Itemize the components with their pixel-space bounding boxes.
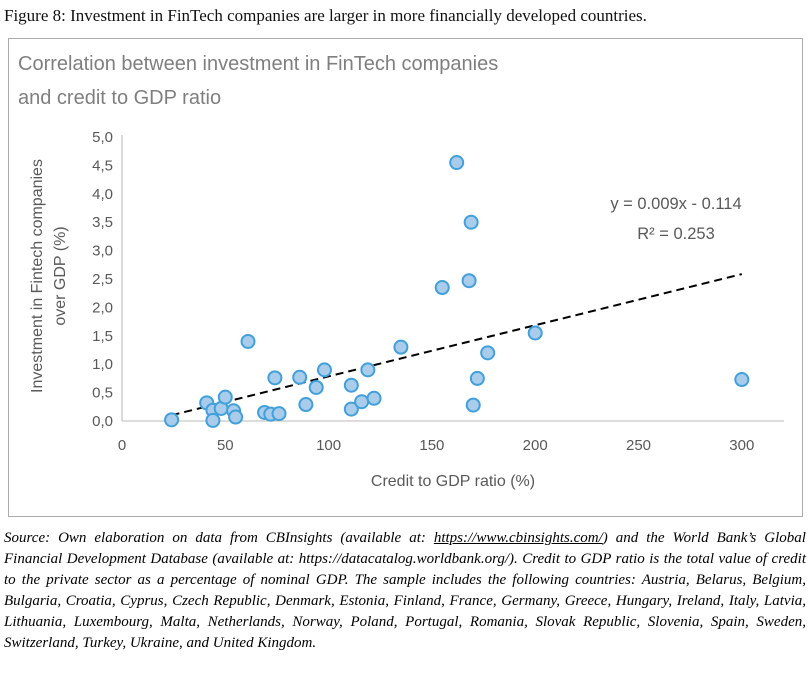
- scatter-point: [434, 280, 450, 296]
- y-tick-label: 2,5: [92, 271, 113, 288]
- scatter-point: [354, 394, 370, 410]
- source-text-rest: ) and the World Bank’s Global Financial …: [4, 530, 806, 652]
- x-tick-label: 0: [118, 437, 126, 454]
- y-tick-label: 1,5: [92, 328, 113, 345]
- x-tick-label: 50: [217, 437, 234, 454]
- scatter-point: [205, 413, 221, 429]
- x-tick-label: 200: [523, 437, 548, 454]
- scatter-point: [343, 402, 359, 418]
- y-tick-label: 2,0: [92, 300, 113, 317]
- y-tick-label: 0,0: [92, 413, 113, 430]
- trendline-r-squared: R² = 0.253: [637, 225, 715, 243]
- scatter-point: [267, 370, 283, 386]
- source-note: Source: Own elaboration on data from CBI…: [4, 528, 806, 654]
- y-tick-label: 4,5: [92, 158, 113, 175]
- scatter-point: [343, 378, 359, 394]
- scatter-point: [164, 412, 180, 428]
- scatter-point: [393, 340, 409, 356]
- cbinsights-link[interactable]: https://www.cbinsights.com/: [433, 530, 603, 547]
- scatter-point: [308, 380, 324, 396]
- scatter-point: [527, 325, 543, 341]
- scatter-point: [366, 391, 382, 407]
- scatter-point: [463, 215, 479, 231]
- scatter-point: [316, 362, 332, 378]
- source-text-lead: Source: Own elaboration on data from CBI…: [4, 530, 434, 547]
- x-tick-label: 100: [316, 437, 341, 454]
- y-axis-title-line2: over GDP (%): [52, 227, 69, 326]
- x-tick-label: 150: [419, 437, 444, 454]
- scatter-point: [228, 409, 244, 425]
- chart-title-line2: and credit to GDP ratio: [18, 87, 221, 109]
- x-tick-label: 300: [729, 437, 754, 454]
- scatter-point: [360, 362, 376, 378]
- y-tick-label: 4,0: [92, 186, 113, 203]
- y-axis-title-line1: Investment in Fintech companies: [29, 159, 46, 393]
- x-tick-label: 250: [626, 437, 651, 454]
- scatter-point: [461, 273, 477, 289]
- scatter-point: [449, 155, 465, 171]
- y-tick-label: 3,0: [92, 243, 113, 260]
- y-tick-label: 3,5: [92, 215, 113, 232]
- scatter-point: [734, 372, 750, 388]
- chart-frame: Correlation between investment in FinTec…: [8, 38, 803, 518]
- scatter-point: [465, 398, 481, 414]
- scatter-point: [240, 334, 256, 350]
- scatter-plot: Correlation between investment in FinTec…: [18, 53, 784, 490]
- y-tick-label: 5,0: [92, 129, 113, 146]
- scatter-point: [480, 345, 496, 361]
- scatter-point: [292, 370, 308, 386]
- x-axis-title: Credit to GDP ratio (%): [371, 473, 535, 490]
- y-tick-label: 0,5: [92, 385, 113, 402]
- figure-caption: Figure 8: Investment in FinTech companie…: [4, 6, 647, 25]
- scatter-point: [469, 371, 485, 387]
- chart-title-line1: Correlation between investment in FinTec…: [18, 53, 498, 75]
- y-tick-label: 1,0: [92, 357, 113, 374]
- scatter-point: [217, 390, 233, 406]
- trendline: [171, 273, 743, 417]
- scatter-point: [271, 406, 287, 422]
- trendline-equation: y = 0.009x - 0.114: [610, 195, 741, 213]
- scatter-point: [298, 397, 314, 413]
